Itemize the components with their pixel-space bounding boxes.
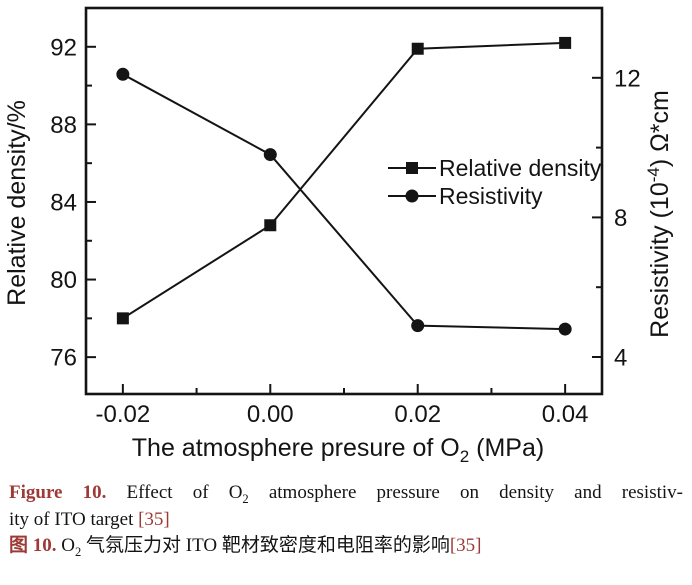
- caption-line-en-2: ity of ITO target [35]: [9, 507, 683, 534]
- series-marker-relative-density: [559, 36, 572, 49]
- x-tick-label: 0.00: [247, 401, 294, 428]
- y-left-axis-title: Relative density/%: [3, 100, 31, 306]
- caption-text: Effect of O: [106, 482, 243, 503]
- series-line-resistivity: [122, 73, 566, 331]
- y-left-tick-label: 80: [50, 267, 77, 294]
- caption-text: ity of ITO target: [9, 508, 139, 530]
- x-tick-label: 0.04: [542, 401, 589, 428]
- series-marker-resistivity: [558, 322, 572, 336]
- series-marker-relative-density: [411, 42, 424, 55]
- caption-figure-label-zh: 图 10.: [9, 535, 57, 556]
- legend-marker-square: [406, 162, 418, 174]
- figure-chart: 76 80 84 88 92 4 8 12 -0.02 0.00 0.02 0.04 Relative …: [3, 6, 674, 466]
- figure-caption: Figure 10. Effect of O2 atmosphere press…: [0, 480, 692, 560]
- y-right-tick-label: 12: [614, 65, 641, 92]
- y-left-tick-label: 88: [50, 112, 77, 139]
- legend-item-label: Relative density: [439, 155, 602, 181]
- caption-line-en-1: Figure 10. Effect of O2 atmosphere press…: [9, 480, 683, 507]
- y-left-tick-label: 92: [50, 34, 77, 61]
- y-right-axis-title: Resistivity (10-4) Ω*cm: [644, 90, 674, 338]
- series-marker-resistivity: [411, 319, 425, 333]
- series-line-relative-density: [122, 41, 566, 320]
- y-right-tick-label: 8: [614, 205, 627, 232]
- legend-item-label: Resistivity: [439, 183, 543, 209]
- chart-svg: 76 80 84 88 92 4 8 12 -0.02 0.00 0.02 0.04 Relative …: [3, 6, 674, 466]
- caption-line-zh: 图 10. O2 气氛压力对 ITO 靶材致密度和电阻率的影响[35]: [9, 533, 683, 560]
- caption-reference: [35]: [138, 508, 170, 530]
- series-marker-relative-density: [264, 219, 277, 232]
- x-axis-title: The atmosphere presure of O2 (MPa): [132, 434, 544, 466]
- caption-subscript: 2: [242, 491, 249, 506]
- legend-marker-circle: [405, 189, 419, 203]
- x-tick-label: 0.02: [394, 401, 441, 428]
- y-right-tick-label: 4: [614, 345, 627, 372]
- y-left-tick-label: 76: [50, 345, 77, 372]
- series-marker-resistivity: [116, 67, 130, 81]
- caption-subscript: 2: [75, 544, 82, 559]
- caption-text: atmosphere pressure on density and resis…: [248, 482, 683, 503]
- series-marker-resistivity: [263, 148, 277, 162]
- x-tick-label: -0.02: [96, 401, 151, 428]
- caption-text: 气氛压力对 ITO 靶材致密度和电阻率的影响: [81, 535, 450, 556]
- caption-reference: [35]: [449, 535, 482, 556]
- caption-figure-label: Figure 10.: [9, 482, 107, 503]
- y-left-tick-label: 84: [50, 189, 77, 216]
- series-marker-relative-density: [116, 312, 129, 325]
- caption-text: O: [56, 535, 75, 556]
